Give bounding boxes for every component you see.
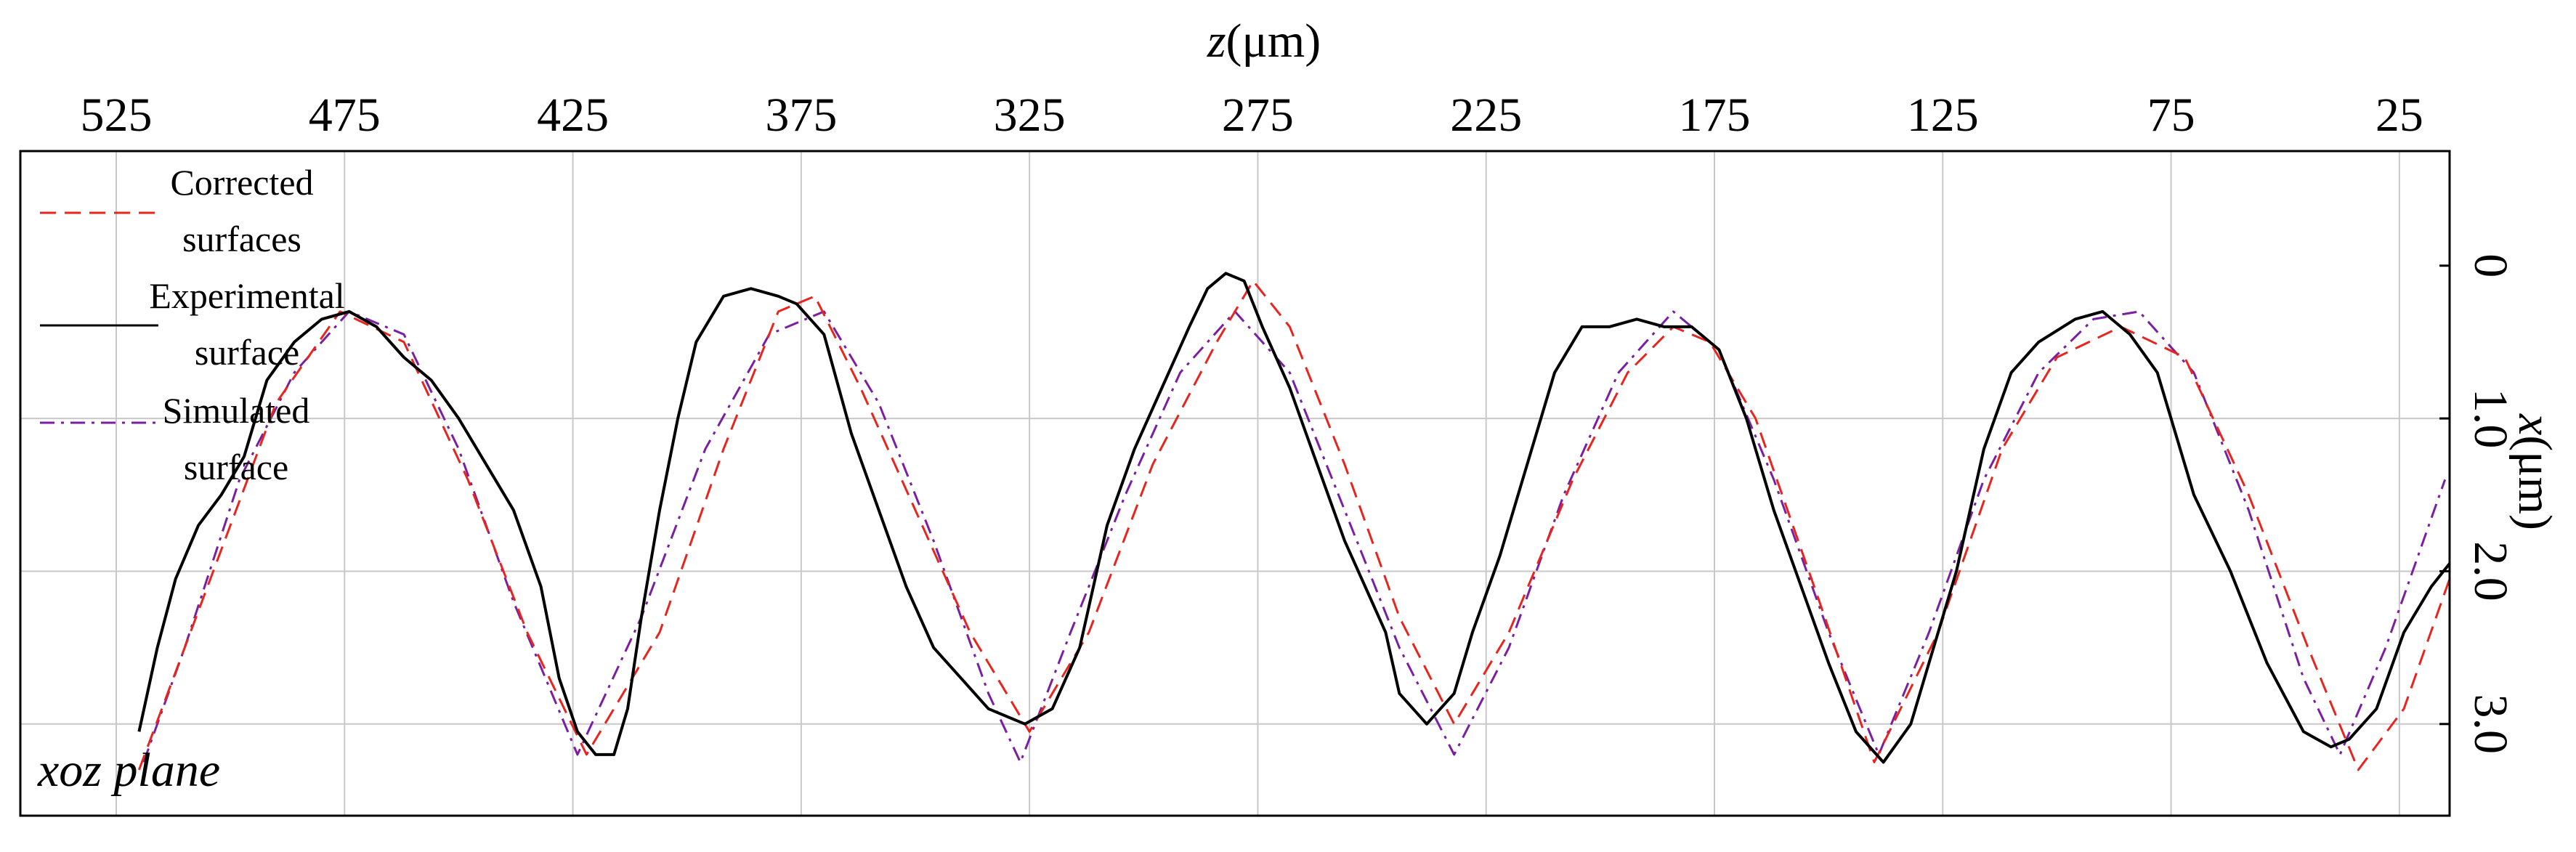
series-line-simulated-surface bbox=[142, 310, 2447, 763]
x-tick-label: 275 bbox=[1222, 89, 1294, 142]
plane-label: xoz plane bbox=[37, 744, 220, 797]
x-tick-label: 175 bbox=[1679, 89, 1751, 142]
y-axis-title: x(μm) bbox=[2508, 413, 2561, 530]
y-tick-label: 3.0 bbox=[2464, 694, 2517, 755]
x-tick-label: 25 bbox=[2375, 89, 2423, 142]
x-axis-ticks: 525 475 425 375 325 275 225 175 125 75 25 bbox=[81, 89, 2423, 142]
series-layer bbox=[137, 272, 2451, 771]
series-line-experimental-surface bbox=[137, 272, 2451, 764]
x-tick-label: 375 bbox=[765, 89, 837, 142]
legend: Corrected surfaces Experimental surface … bbox=[40, 162, 345, 487]
legend-label-experimental-line1: Experimental bbox=[149, 275, 344, 316]
y-tick-label: 0 bbox=[2464, 253, 2517, 277]
series-line-corrected-surfaces bbox=[137, 280, 2451, 771]
y-axis-title-var: x bbox=[2508, 413, 2561, 435]
x-tick-label: 125 bbox=[1907, 89, 1979, 142]
legend-label-corrected-line2: surfaces bbox=[182, 219, 301, 259]
legend-label-simulated-line1: Simulated bbox=[163, 390, 310, 431]
legend-label-simulated-line2: surface bbox=[184, 447, 288, 487]
x-tick-label: 475 bbox=[309, 89, 381, 142]
grid-lines bbox=[20, 151, 2450, 816]
y-tick-label: 1.0 bbox=[2464, 389, 2517, 449]
legend-label-corrected-line1: Corrected bbox=[170, 162, 313, 203]
legend-label-experimental-line2: surface bbox=[195, 332, 299, 373]
x-tick-label: 225 bbox=[1450, 89, 1522, 142]
x-axis-title-unit: (μm) bbox=[1226, 15, 1321, 68]
x-tick-label: 325 bbox=[994, 89, 1066, 142]
x-tick-label: 525 bbox=[81, 89, 153, 142]
x-axis-title: z(μm) bbox=[1207, 15, 1321, 68]
x-axis-title-var: z bbox=[1207, 15, 1226, 68]
x-tick-label: 425 bbox=[537, 89, 609, 142]
plot-frame bbox=[19, 150, 2451, 817]
y-axis-ticks: 0 1.0 2.0 3.0 bbox=[2439, 253, 2517, 754]
x-tick-label: 75 bbox=[2147, 89, 2195, 142]
y-tick-label: 2.0 bbox=[2464, 541, 2517, 601]
y-axis-title-unit: (μm) bbox=[2508, 435, 2561, 530]
